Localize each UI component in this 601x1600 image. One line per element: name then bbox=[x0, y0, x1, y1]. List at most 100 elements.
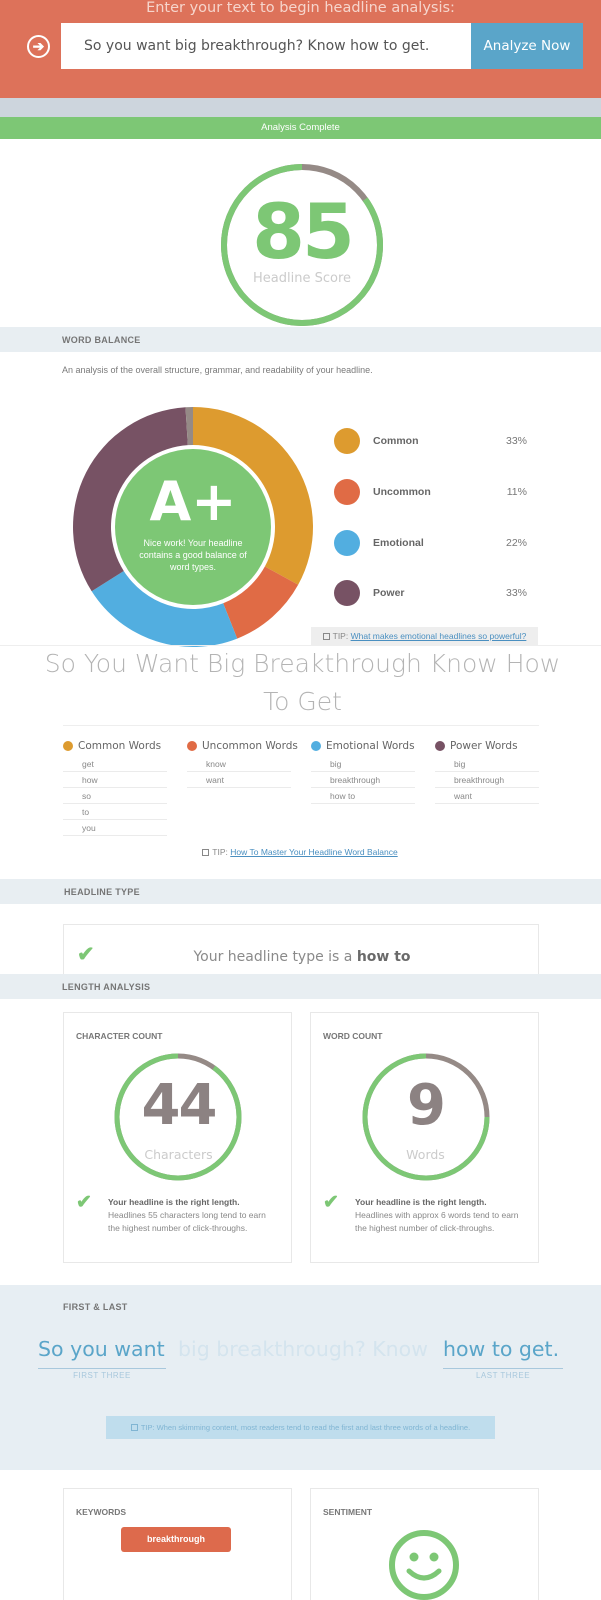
common-dot-icon bbox=[334, 428, 360, 454]
power-words-header: Power Words bbox=[435, 740, 539, 756]
list-item: how bbox=[63, 772, 167, 788]
uncommon-words-header: Uncommon Words bbox=[187, 740, 298, 756]
character-count-unit: Characters bbox=[144, 1147, 213, 1162]
emotional-words-header: Emotional Words bbox=[311, 740, 415, 756]
uncommon-dot-icon bbox=[187, 741, 197, 751]
word-count-unit: Words bbox=[406, 1147, 445, 1162]
word-count-ring bbox=[362, 1053, 490, 1181]
tip-label: TIP: bbox=[332, 631, 349, 641]
legend-percent: 11% bbox=[506, 486, 527, 498]
analysis-complete-bar: Analysis Complete bbox=[0, 117, 601, 139]
emotional-dot-icon bbox=[334, 530, 360, 556]
uncommon-dot-icon bbox=[334, 479, 360, 505]
character-count-message-bold: Your headline is the right length. bbox=[108, 1197, 240, 1207]
list-item: want bbox=[435, 788, 539, 804]
score-ring bbox=[221, 164, 383, 326]
legend-uncommon: Uncommon 11% bbox=[334, 479, 527, 505]
tip-word-balance: TIP: How To Master Your Headline Word Ba… bbox=[150, 847, 450, 861]
analyze-now-button[interactable]: Analyze Now bbox=[471, 23, 583, 69]
headline-type-value: how to bbox=[356, 949, 411, 965]
tip-label: TIP: bbox=[212, 847, 228, 857]
length-analysis-title: LENGTH ANALYSIS bbox=[62, 982, 151, 992]
tip-emotional-link[interactable]: What makes emotional headlines so powerf… bbox=[350, 631, 527, 641]
tip-word-balance-link[interactable]: How To Master Your Headline Word Balance bbox=[230, 847, 398, 857]
list-item: to bbox=[63, 804, 167, 820]
list-item: so bbox=[63, 788, 167, 804]
legend-power: Power 33% bbox=[334, 580, 527, 606]
headline-type-text: Your headline type is a how to bbox=[64, 949, 540, 965]
donut-segment-common bbox=[193, 407, 313, 585]
sentiment-card: SENTIMENT bbox=[310, 1488, 539, 1600]
word-count-message-bold: Your headline is the right length. bbox=[355, 1197, 487, 1207]
power-dot-icon bbox=[334, 580, 360, 606]
legend-label: Uncommon bbox=[373, 486, 431, 498]
list-item: big bbox=[311, 756, 415, 772]
keywords-title: KEYWORDS bbox=[76, 1507, 127, 1517]
list-item: breakthrough bbox=[311, 772, 415, 788]
character-count-message-text: Headlines 55 characters long tend to ear… bbox=[108, 1210, 266, 1233]
uncommon-words-title: Uncommon Words bbox=[202, 740, 298, 752]
list-item: big bbox=[435, 756, 539, 772]
middle-words: big breakthrough? Know bbox=[178, 1337, 428, 1361]
header-prompt: Enter your text to begin headline analys… bbox=[146, 0, 455, 16]
first-last-tip: TIP: When skimming content, most readers… bbox=[106, 1416, 495, 1439]
common-words-title: Common Words bbox=[78, 740, 162, 752]
word-count-message: Your headline is the right length. Headli… bbox=[355, 1196, 525, 1235]
grade-message: Nice work! Your headline contains a good… bbox=[139, 538, 247, 572]
power-words-title: Power Words bbox=[450, 740, 518, 752]
common-words-column: Common Words get how so to you bbox=[63, 740, 167, 836]
legend-percent: 33% bbox=[505, 435, 527, 447]
first-three-words: So you want bbox=[38, 1337, 165, 1361]
character-count-value: 44 bbox=[141, 1073, 218, 1138]
headline-input[interactable] bbox=[61, 23, 471, 69]
grade-value: A+ bbox=[149, 470, 237, 533]
divider bbox=[0, 645, 601, 646]
legend-label: Common bbox=[373, 435, 419, 447]
word-count-value: 9 bbox=[407, 1073, 446, 1138]
donut-segment-power bbox=[72, 407, 188, 592]
header-bar: Enter your text to begin headline analys… bbox=[0, 0, 601, 98]
clipboard-icon bbox=[202, 849, 210, 856]
legend-label: Emotional bbox=[373, 537, 424, 549]
last-three-label: LAST THREE bbox=[443, 1368, 563, 1380]
first-last-tip-text: TIP: When skimming content, most readers… bbox=[140, 1423, 471, 1432]
donut-segment-uncommon bbox=[223, 566, 299, 639]
last-three-words: how to get. bbox=[443, 1337, 560, 1361]
emotional-words-column: Emotional Words big breakthrough how to bbox=[311, 740, 415, 804]
headline-type-card: ✔ Your headline type is a how to bbox=[63, 924, 539, 974]
word-count-card: WORD COUNT 9 Words ✔ Your headline is th… bbox=[310, 1012, 539, 1263]
smiley-face-icon bbox=[389, 1530, 459, 1600]
word-balance-header: WORD BALANCE bbox=[0, 327, 601, 352]
donut-segment-gap bbox=[185, 407, 193, 446]
uncommon-words-column: Uncommon Words know want bbox=[187, 740, 298, 788]
first-last-title: FIRST & LAST bbox=[63, 1302, 128, 1312]
arrow-circle-right-icon[interactable]: ➔ bbox=[27, 35, 50, 58]
legend-common: Common 33% bbox=[334, 428, 527, 454]
first-last-section bbox=[0, 1285, 601, 1470]
list-item: you bbox=[63, 820, 167, 836]
word-balance-title: WORD BALANCE bbox=[62, 335, 141, 345]
word-count-message-text: Headlines with approx 6 words tend to ea… bbox=[355, 1210, 519, 1233]
emotional-dot-icon bbox=[311, 741, 321, 751]
checkmark-icon: ✔ bbox=[76, 1192, 92, 1213]
list-item: get bbox=[63, 756, 167, 772]
word-count-title: WORD COUNT bbox=[323, 1031, 383, 1041]
headline-type-prefix: Your headline type is a bbox=[193, 949, 353, 965]
emotional-words-title: Emotional Words bbox=[326, 740, 415, 752]
list-item: know bbox=[187, 756, 291, 772]
checkmark-icon: ✔ bbox=[77, 943, 95, 966]
donut-segment-emotional bbox=[91, 570, 238, 647]
first-three-label: FIRST THREE bbox=[38, 1368, 166, 1380]
common-words-header: Common Words bbox=[63, 740, 167, 756]
list-item: want bbox=[187, 772, 291, 788]
power-dot-icon bbox=[435, 741, 445, 751]
legend-percent: 22% bbox=[505, 537, 527, 549]
common-dot-icon bbox=[63, 741, 73, 751]
list-item: how to bbox=[311, 788, 415, 804]
clipboard-icon bbox=[322, 633, 330, 640]
clipboard-icon bbox=[130, 1424, 138, 1431]
character-count-ring bbox=[114, 1053, 242, 1181]
legend-label: Power bbox=[373, 587, 405, 599]
length-analysis-header: LENGTH ANALYSIS bbox=[0, 974, 601, 999]
character-count-title: CHARACTER COUNT bbox=[76, 1031, 163, 1041]
